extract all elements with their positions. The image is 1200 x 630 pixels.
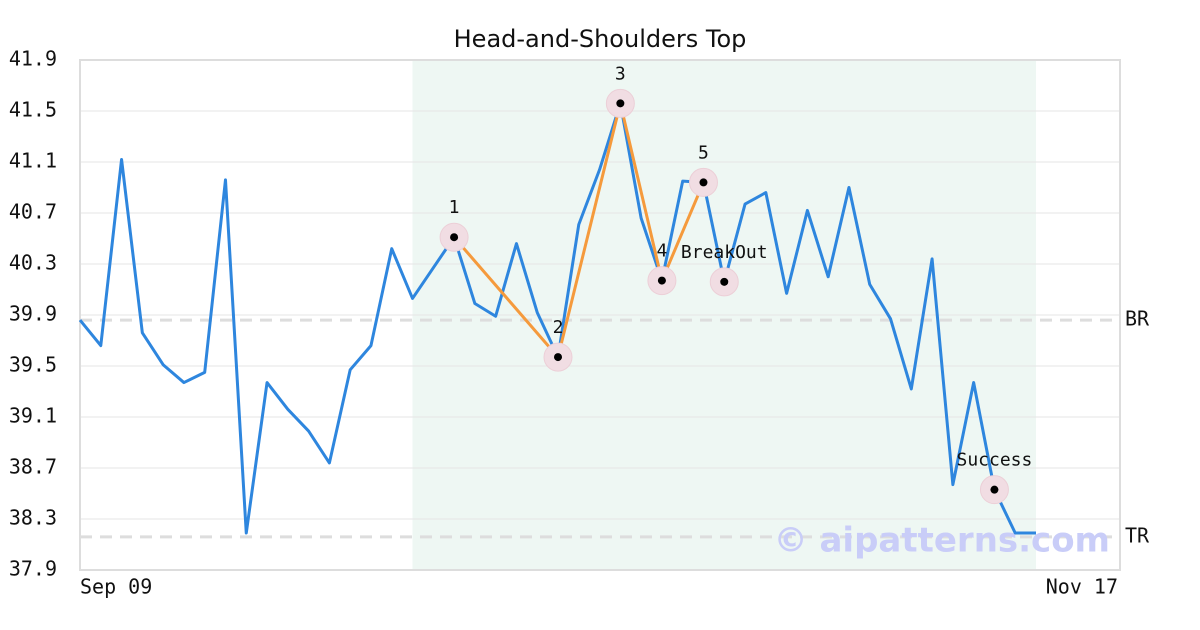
annotation-label: 5	[698, 142, 709, 163]
plot-border	[79, 59, 1121, 571]
y-tick-label: 41.1	[9, 149, 57, 173]
y-tick-label: 38.7	[9, 455, 57, 479]
annotation-dot	[720, 277, 729, 286]
y-tick-label: 41.9	[9, 47, 57, 71]
annotation-dot	[657, 276, 666, 285]
annotation-label: Success	[957, 450, 1033, 471]
y-tick-label: 39.9	[9, 302, 57, 326]
annotation-dot	[554, 353, 562, 362]
x-tick-label: Nov 17	[1046, 575, 1118, 599]
annotation-dot	[616, 99, 625, 108]
annotation-dot	[450, 233, 459, 242]
y-tick-label: 39.1	[9, 404, 57, 428]
y-tick-label: 40.7	[9, 200, 57, 224]
annotation-label: 1	[449, 197, 460, 218]
y-tick-label: 37.9	[9, 557, 57, 581]
watermark: © aipatterns.com	[774, 521, 1110, 561]
annotation-label: 4	[656, 241, 667, 262]
annotation-dot	[990, 485, 999, 494]
reference-label: BR	[1125, 307, 1150, 331]
annotation-dot	[699, 178, 708, 187]
y-tick-label: 39.5	[9, 353, 57, 377]
y-tick-label: 38.3	[9, 506, 57, 530]
x-tick-label: Sep 09	[80, 575, 152, 599]
reference-label: TR	[1125, 523, 1150, 547]
chart-title: Head-and-Shoulders Top	[454, 25, 747, 53]
annotation-label: 2	[553, 317, 564, 338]
annotation-label: 3	[615, 63, 626, 84]
y-tick-label: 41.5	[9, 98, 57, 122]
annotation-label: BreakOut	[681, 242, 768, 263]
y-tick-label: 40.3	[9, 251, 57, 275]
